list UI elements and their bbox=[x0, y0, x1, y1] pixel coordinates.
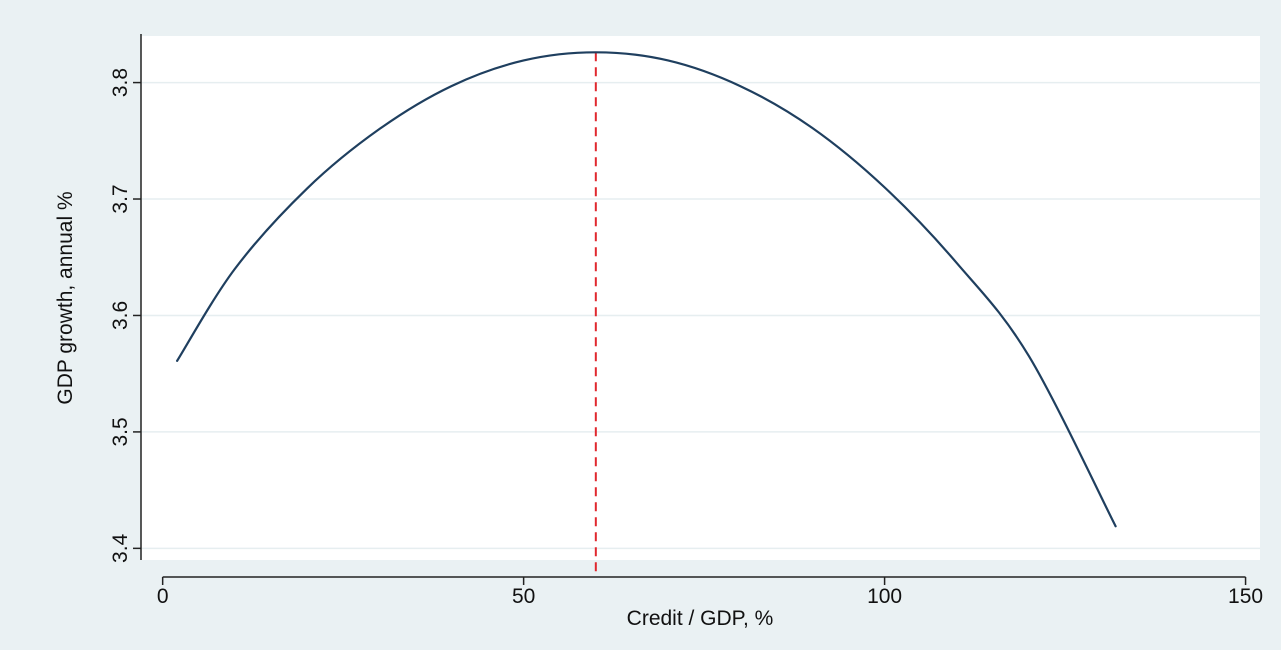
y-tick-label-2: 3.6 bbox=[109, 301, 132, 330]
series-line-0 bbox=[176, 51, 1117, 528]
y-tick-label-3: 3.7 bbox=[109, 184, 132, 213]
y-tick-label-0: 3.4 bbox=[109, 533, 132, 563]
y-tick-label-4: 3.8 bbox=[109, 68, 132, 97]
axes bbox=[140, 34, 1246, 578]
y-axis-title: GDP growth, annual % bbox=[54, 191, 77, 404]
x-axis-ticks: 0 50 100 150 bbox=[157, 577, 1263, 608]
grid-lines bbox=[141, 81, 1260, 550]
x-tick-label-2: 100 bbox=[867, 585, 902, 608]
x-tick-label-1: 50 bbox=[512, 585, 535, 608]
y-axis-ticks: 3.4 3.5 3.6 3.7 3.8 bbox=[109, 68, 141, 563]
series-layer bbox=[176, 51, 1117, 528]
plot-area-background bbox=[141, 36, 1260, 560]
x-axis-title: Credit / GDP, % bbox=[627, 607, 774, 630]
y-tick-label-1: 3.5 bbox=[109, 417, 132, 446]
x-tick-label-0: 0 bbox=[157, 585, 169, 608]
x-tick-label-3: 150 bbox=[1228, 585, 1263, 608]
